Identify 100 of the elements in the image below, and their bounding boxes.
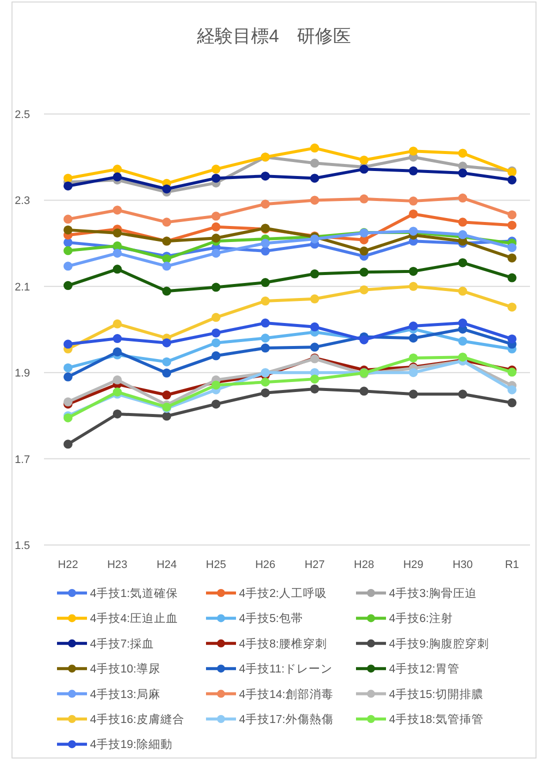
point [310, 196, 320, 205]
point [310, 144, 320, 153]
point [508, 243, 516, 252]
point [64, 363, 72, 372]
point [212, 328, 220, 338]
point [310, 374, 320, 384]
point [112, 387, 122, 396]
point [458, 286, 468, 296]
point [112, 334, 122, 344]
point [162, 262, 172, 271]
point [458, 336, 468, 346]
point [360, 156, 368, 165]
legend-label: 4手技3:胸骨圧迫 [389, 586, 477, 600]
x-tick-label: H30 [452, 559, 473, 571]
point [212, 400, 220, 409]
point [508, 210, 516, 220]
point [408, 368, 418, 378]
legend-label: 4手技18:気管挿管 [389, 712, 484, 726]
point [408, 334, 418, 343]
point [260, 238, 270, 248]
point [64, 181, 72, 190]
legend-label: 4手技13:局麻 [90, 686, 160, 701]
point [408, 209, 418, 218]
legend-label: 4手技15:切開排膿 [389, 686, 484, 701]
point [458, 352, 468, 362]
legend-label: 4手技7:採血 [90, 636, 154, 650]
legend-label: 4手技2:人工呼吸 [239, 586, 327, 600]
point [260, 378, 270, 387]
point [408, 196, 418, 206]
point [112, 248, 122, 258]
point [458, 218, 468, 227]
point [508, 385, 516, 394]
point [112, 172, 122, 182]
x-tick-label: H25 [206, 559, 226, 571]
point [408, 282, 418, 291]
point [112, 319, 122, 328]
point [64, 440, 72, 449]
point [112, 409, 122, 418]
point [360, 386, 368, 396]
x-tick-label: H28 [354, 559, 374, 571]
point [408, 390, 418, 399]
point [212, 282, 220, 292]
point [310, 322, 320, 332]
point [408, 146, 418, 156]
legend-label: 4手技19:除細動 [90, 737, 172, 752]
legend-label: 4手技5:包帯 [239, 611, 303, 626]
point [260, 334, 270, 343]
legend-label: 4手技1:気道確保 [90, 586, 178, 600]
point [360, 268, 368, 277]
point [508, 334, 516, 344]
point [310, 342, 320, 352]
point [212, 248, 220, 258]
point [408, 322, 418, 331]
x-tick-label: R1 [504, 559, 520, 571]
point [212, 174, 220, 183]
legend-label: 4手技12:胃管 [389, 662, 460, 676]
point [162, 286, 172, 296]
point [212, 164, 220, 174]
legend-label: 4手技10:導尿 [90, 662, 160, 676]
point [64, 174, 72, 183]
point [508, 273, 516, 282]
legend-label: 4手技14:創部消毒 [239, 686, 334, 701]
point [212, 312, 220, 322]
point [112, 206, 122, 215]
point [260, 278, 270, 288]
point [508, 175, 516, 184]
point [64, 397, 72, 406]
point [360, 194, 368, 204]
legend-label: 4手技11:ドレーン [239, 662, 333, 676]
point [162, 368, 172, 378]
point [458, 148, 468, 158]
point [64, 372, 72, 382]
y-tick-label: 1.5 [14, 540, 30, 552]
point [212, 222, 220, 232]
point [212, 338, 220, 348]
legend-label: 4手技17:外傷熱傷 [239, 712, 334, 726]
point [212, 212, 220, 221]
point [112, 228, 122, 238]
point [360, 246, 368, 256]
point [212, 380, 220, 390]
point [162, 390, 172, 400]
x-tick-label: H26 [255, 559, 276, 571]
point [508, 398, 516, 408]
y-tick-label: 2.5 [14, 109, 30, 121]
point [310, 158, 320, 168]
y-tick-label: 1.7 [14, 454, 30, 466]
point [260, 388, 270, 398]
point [112, 164, 122, 174]
point [162, 218, 172, 227]
point [212, 351, 220, 360]
y-tick-label: 1.9 [14, 368, 30, 380]
point [458, 194, 468, 203]
point [508, 302, 516, 312]
point [458, 390, 468, 399]
point [64, 214, 72, 224]
point [310, 269, 320, 278]
point [458, 318, 468, 328]
point [508, 220, 516, 230]
point [64, 340, 72, 349]
point [112, 375, 122, 384]
